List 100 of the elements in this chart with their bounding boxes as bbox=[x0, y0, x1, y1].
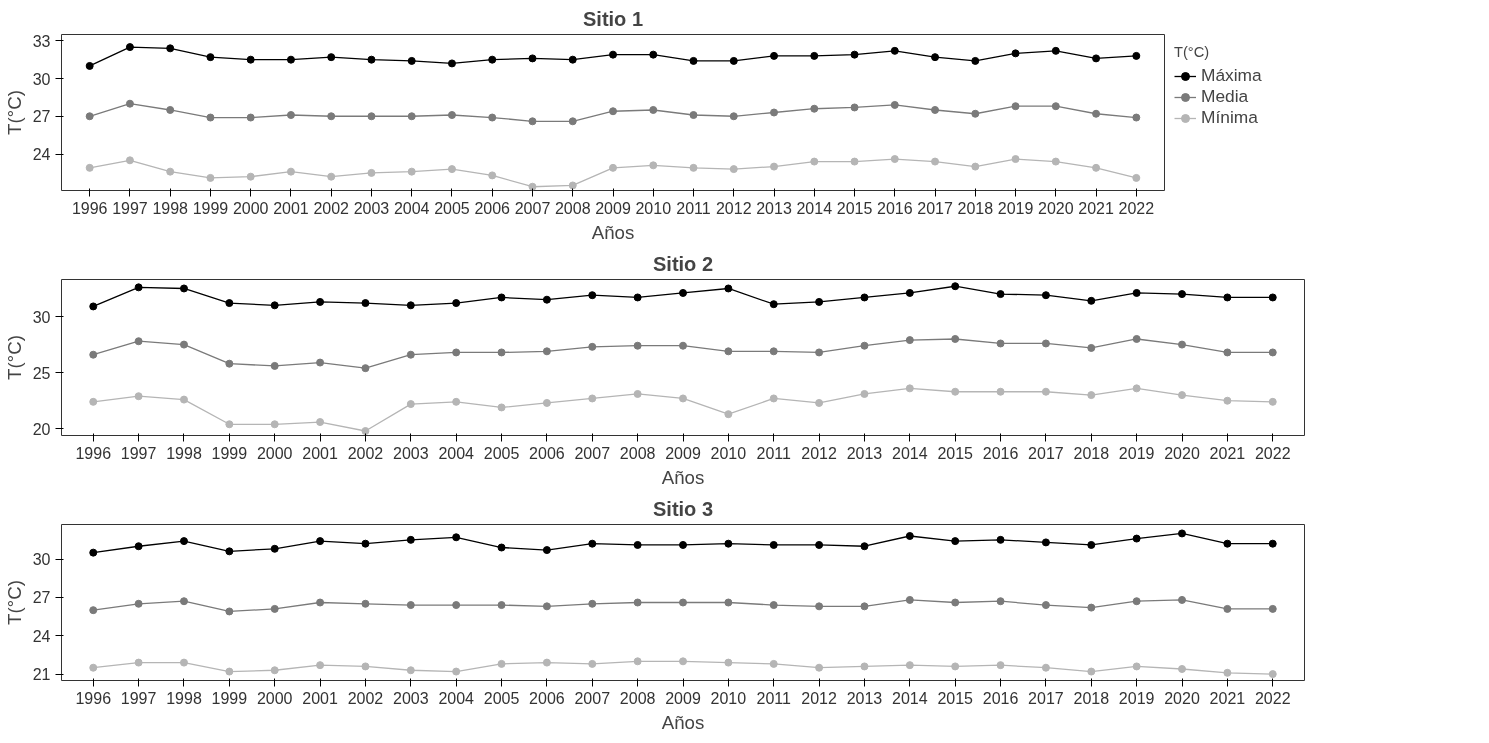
x-tick-label: 2008 bbox=[554, 199, 591, 217]
x-tick-label: 1997 bbox=[120, 444, 157, 462]
point bbox=[890, 100, 899, 109]
point bbox=[497, 543, 506, 552]
x-tick-label: 2000 bbox=[256, 444, 293, 462]
x-tick-label: 2017 bbox=[917, 199, 953, 217]
point bbox=[971, 109, 980, 118]
legend-label: Máxima bbox=[1201, 65, 1262, 86]
point bbox=[367, 168, 376, 177]
point bbox=[488, 113, 497, 122]
y-tick-label: 24 bbox=[32, 146, 51, 164]
point bbox=[633, 657, 642, 666]
point bbox=[542, 398, 551, 407]
x-tick-label: 2013 bbox=[846, 444, 883, 462]
point bbox=[246, 172, 255, 181]
point bbox=[890, 155, 899, 164]
point bbox=[770, 108, 779, 117]
chart-title: Sitio 1 bbox=[583, 7, 644, 30]
point bbox=[497, 659, 506, 668]
point bbox=[1223, 604, 1232, 613]
point bbox=[406, 535, 415, 544]
point bbox=[406, 400, 415, 409]
x-tick-label: 2001 bbox=[273, 199, 309, 217]
x-tick-label: 2004 bbox=[438, 689, 475, 707]
point bbox=[327, 112, 336, 121]
point bbox=[1268, 604, 1277, 613]
point bbox=[951, 334, 960, 343]
x-tick-label: 1996 bbox=[75, 689, 112, 707]
point bbox=[588, 291, 597, 300]
point bbox=[810, 51, 819, 60]
point bbox=[633, 341, 642, 350]
point bbox=[1178, 595, 1187, 604]
point bbox=[270, 420, 279, 429]
point bbox=[1132, 51, 1141, 60]
point bbox=[407, 56, 416, 65]
x-tick-label: 2006 bbox=[529, 689, 565, 707]
x-tick-label: 2006 bbox=[474, 199, 511, 217]
x-tick-label: 2002 bbox=[313, 199, 350, 217]
x-tick-label: 2007 bbox=[514, 199, 551, 217]
point bbox=[609, 163, 617, 172]
point bbox=[225, 607, 234, 616]
point bbox=[905, 384, 914, 393]
x-tick-label: 2003 bbox=[353, 199, 390, 217]
x-tick-label: 2010 bbox=[710, 689, 747, 707]
point bbox=[971, 162, 980, 171]
point bbox=[316, 418, 325, 427]
point bbox=[815, 663, 824, 672]
point bbox=[770, 162, 779, 171]
point bbox=[1223, 668, 1232, 677]
point bbox=[815, 297, 824, 306]
point bbox=[1268, 397, 1277, 406]
point bbox=[85, 163, 94, 172]
x-tick-label: 2015 bbox=[836, 199, 873, 217]
point bbox=[89, 302, 98, 311]
point bbox=[225, 547, 234, 556]
x-tick-label: 2007 bbox=[574, 689, 611, 707]
x-tick-label: 2011 bbox=[756, 689, 792, 707]
point bbox=[452, 533, 461, 542]
point bbox=[89, 606, 98, 615]
x-tick-label: 2005 bbox=[483, 444, 520, 462]
x-tick-label: 2009 bbox=[595, 199, 631, 217]
point bbox=[125, 99, 134, 108]
x-tick-label: 1999 bbox=[211, 444, 248, 462]
x-tick-label: 2017 bbox=[1028, 444, 1064, 462]
point bbox=[649, 161, 658, 170]
point bbox=[367, 55, 376, 64]
point bbox=[951, 662, 960, 671]
point bbox=[225, 420, 234, 429]
point bbox=[179, 340, 188, 349]
x-tick-label: 2020 bbox=[1164, 689, 1200, 707]
point bbox=[905, 336, 914, 345]
x-tick-label: 2018 bbox=[957, 199, 994, 217]
point bbox=[588, 539, 597, 548]
y-axis-title: T(°C) bbox=[3, 90, 25, 135]
x-tick-label: 2016 bbox=[982, 689, 1019, 707]
point bbox=[850, 103, 859, 112]
x-tick-label: 2022 bbox=[1118, 199, 1155, 217]
x-tick-label: 2020 bbox=[1038, 199, 1074, 217]
point bbox=[1087, 540, 1096, 549]
point bbox=[679, 394, 687, 403]
x-tick-label: 2019 bbox=[1118, 444, 1155, 462]
x-tick-label: 2006 bbox=[529, 444, 565, 462]
point bbox=[225, 667, 234, 676]
point bbox=[729, 165, 738, 174]
point bbox=[316, 661, 325, 670]
point bbox=[447, 111, 456, 120]
point bbox=[996, 290, 1005, 299]
point bbox=[860, 389, 869, 398]
x-tick-label: 2010 bbox=[710, 444, 747, 462]
point bbox=[850, 157, 859, 166]
point bbox=[860, 542, 869, 551]
point bbox=[361, 599, 370, 608]
point bbox=[996, 661, 1005, 670]
point bbox=[286, 111, 295, 120]
point bbox=[1268, 670, 1277, 679]
point bbox=[850, 50, 859, 59]
point bbox=[609, 50, 617, 59]
point bbox=[905, 288, 914, 297]
point bbox=[452, 397, 461, 406]
point bbox=[609, 107, 617, 116]
